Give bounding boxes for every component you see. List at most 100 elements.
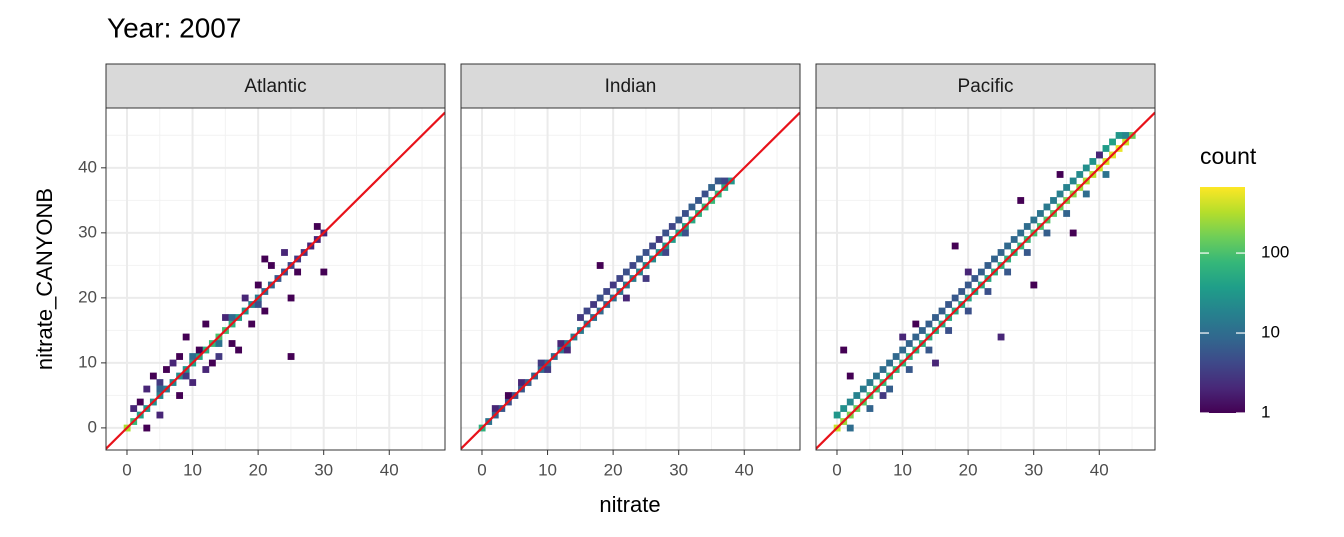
bin — [1069, 229, 1077, 237]
bin — [1043, 203, 1051, 211]
bin — [1056, 190, 1064, 198]
chart-title: Year: 2007 — [107, 12, 241, 43]
bin — [846, 424, 854, 432]
bin — [846, 372, 854, 380]
bin — [1043, 229, 1051, 237]
bin — [708, 184, 716, 191]
bin — [1063, 184, 1071, 191]
x-tick-label: 40 — [380, 460, 399, 479]
bin — [918, 327, 926, 334]
bin — [563, 346, 571, 354]
bin — [1102, 145, 1110, 152]
bin — [668, 223, 676, 230]
bin — [681, 229, 689, 237]
bin — [951, 294, 959, 302]
colorbar-tick-label: 100 — [1261, 243, 1289, 262]
bin — [287, 294, 295, 302]
x-axis-label: nitrate — [599, 492, 660, 517]
x-tick-label: 10 — [538, 460, 557, 479]
strip-label: Indian — [605, 76, 657, 97]
bin — [681, 210, 689, 217]
bin — [189, 353, 197, 360]
bin — [622, 294, 630, 302]
bin — [945, 327, 953, 334]
bin — [695, 197, 702, 204]
bin — [636, 255, 643, 263]
bin — [281, 249, 288, 256]
bin — [642, 249, 650, 256]
bin — [616, 275, 624, 282]
bin — [1056, 171, 1064, 178]
bin — [714, 177, 722, 185]
bin — [609, 281, 617, 289]
x-tick-label: 0 — [122, 460, 131, 479]
bin — [156, 411, 164, 419]
bin — [886, 359, 894, 367]
bin — [984, 262, 992, 269]
bin — [1109, 138, 1116, 146]
bin — [833, 411, 841, 419]
x-tick-label: 10 — [893, 460, 912, 479]
strip — [105, 63, 446, 109]
bin — [1063, 210, 1071, 217]
bin — [261, 307, 269, 315]
bin — [603, 288, 611, 295]
bins — [816, 111, 1155, 450]
bin — [642, 275, 650, 282]
bin — [182, 372, 190, 380]
bin — [228, 314, 236, 321]
bin — [629, 262, 637, 269]
bin — [222, 314, 229, 321]
bin — [1069, 177, 1077, 185]
bin — [169, 359, 177, 367]
bin — [1010, 236, 1018, 243]
bin — [241, 294, 249, 302]
bin — [313, 223, 321, 230]
bin — [662, 229, 670, 237]
bin — [1050, 197, 1057, 204]
bin — [873, 372, 880, 380]
legend-title: count — [1200, 143, 1257, 169]
bin — [176, 353, 184, 360]
x-tick-label: 30 — [314, 460, 333, 479]
x-tick-label: 20 — [959, 460, 978, 479]
bin — [912, 333, 920, 341]
x-tick-label: 20 — [249, 460, 268, 479]
bin — [228, 340, 236, 347]
bin — [215, 353, 223, 360]
bin — [1023, 223, 1031, 230]
bin — [596, 262, 604, 269]
x-tick-label: 40 — [735, 460, 754, 479]
bin — [701, 190, 709, 198]
bin — [130, 405, 138, 412]
bin — [1089, 158, 1097, 165]
bin — [912, 320, 920, 328]
bin — [866, 405, 874, 412]
bin — [544, 366, 552, 373]
bin — [622, 268, 630, 276]
bin — [537, 359, 545, 367]
bin — [149, 372, 157, 380]
bin — [518, 379, 525, 386]
bin — [688, 203, 696, 211]
bin — [925, 346, 933, 354]
bin — [215, 340, 223, 347]
strip-label: Pacific — [958, 76, 1014, 97]
bin — [964, 268, 972, 276]
bin — [675, 216, 683, 224]
bin — [951, 242, 959, 250]
bin — [945, 301, 953, 308]
colorbar-tick-label: 1 — [1261, 402, 1270, 421]
bin — [649, 242, 657, 250]
strip — [460, 63, 801, 109]
bin — [1017, 229, 1025, 237]
bin — [997, 333, 1005, 341]
bin — [866, 379, 874, 386]
bin — [997, 249, 1005, 256]
bin — [958, 288, 966, 295]
bin — [1095, 151, 1103, 159]
bin — [1122, 132, 1130, 139]
bin — [557, 340, 565, 347]
identity-line — [106, 111, 445, 450]
